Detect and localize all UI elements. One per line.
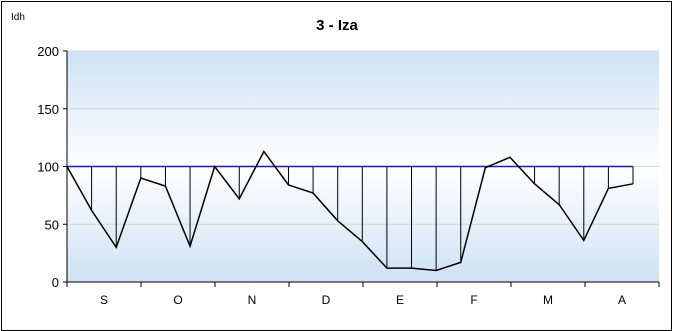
x-tick-label: A [618,293,626,307]
x-tick-label: S [100,293,108,307]
series-line [66,150,634,272]
y-tick-label: 50 [45,217,59,232]
y-tick-label: 150 [37,102,59,117]
x-tick-label: M [543,293,553,307]
y-tick-labels: 0 50 100 150 200 [37,44,59,290]
x-tick-label: F [470,293,477,307]
x-tick-label: N [248,293,257,307]
chart-title: 3 - Iza [316,17,358,34]
x-tick-label: D [322,293,331,307]
y-tick-label: 0 [52,275,59,290]
x-tick-label: E [396,293,404,307]
deficit-drop-lines [91,166,634,271]
y-tick-label: 200 [37,44,59,59]
unit-label: Idh [11,12,25,23]
x-tick-label: O [173,293,182,307]
y-tick-label: 100 [37,160,59,175]
axes [63,50,660,287]
chart-svg: 0 50 100 150 200 S O N D E F M A Idh 3 - Iza [11,12,660,307]
